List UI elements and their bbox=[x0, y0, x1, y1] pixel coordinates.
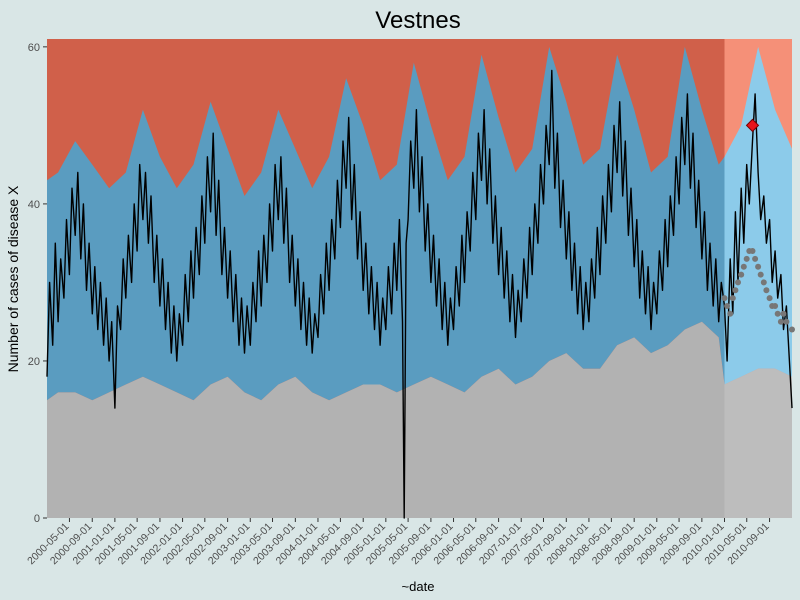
prediction-point bbox=[783, 318, 790, 325]
prediction-normal-band-area bbox=[724, 46, 792, 385]
y-tick-label: 60 bbox=[28, 42, 40, 54]
prediction-point bbox=[760, 279, 767, 286]
historical-region bbox=[47, 39, 725, 518]
alert-marker bbox=[745, 118, 760, 133]
chart-title: Vestnes bbox=[375, 7, 460, 34]
prediction-point bbox=[738, 271, 745, 278]
prediction-region bbox=[724, 39, 792, 518]
prediction-point bbox=[763, 287, 770, 294]
observed-cases-line bbox=[46, 69, 793, 519]
y-axis-title: Number of cases of disease X bbox=[5, 185, 21, 372]
prediction-point bbox=[721, 295, 728, 302]
plot-area bbox=[46, 39, 795, 519]
x-axis-title: ~date bbox=[402, 579, 435, 594]
lower-band-area bbox=[47, 321, 725, 518]
y-tick-label: 0 bbox=[34, 513, 40, 525]
prediction-point bbox=[777, 318, 784, 325]
prediction-point bbox=[724, 303, 731, 309]
prediction-point bbox=[766, 295, 773, 302]
prediction-point bbox=[772, 303, 779, 309]
prediction-point bbox=[749, 248, 756, 254]
prediction-point bbox=[780, 310, 787, 317]
y-tick-label: 20 bbox=[28, 356, 40, 368]
normal-band-area bbox=[47, 46, 725, 401]
prediction-point bbox=[727, 310, 734, 317]
prediction-point bbox=[757, 271, 764, 278]
prediction-point bbox=[755, 263, 762, 270]
y-tick-label: 40 bbox=[28, 199, 40, 211]
prediction-point bbox=[752, 255, 759, 262]
prediction-point bbox=[740, 263, 747, 270]
prediction-lower-band-area bbox=[724, 368, 792, 518]
prediction-point bbox=[729, 295, 736, 302]
prediction-point bbox=[743, 255, 750, 262]
axes: 02040602000-05-012000-09-012001-01-01200… bbox=[25, 42, 772, 567]
prediction-point bbox=[735, 279, 741, 286]
prediction-point bbox=[732, 287, 739, 294]
prediction-point bbox=[789, 326, 795, 333]
prediction-point bbox=[774, 310, 781, 317]
